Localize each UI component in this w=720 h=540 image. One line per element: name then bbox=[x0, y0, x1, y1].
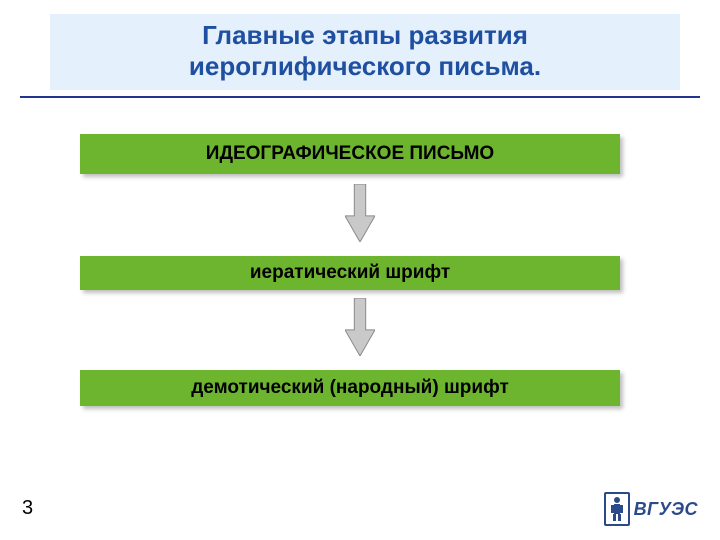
stage-label: ИДЕОГРАФИЧЕСКОЕ ПИСЬМО bbox=[206, 143, 494, 164]
flow-arrow-0 bbox=[345, 184, 375, 242]
page-number: 3 bbox=[22, 497, 33, 520]
logo-emblem bbox=[604, 492, 630, 526]
title-line-2: иероглифического письма. bbox=[60, 51, 670, 82]
stage-box-0: ИДЕОГРАФИЧЕСКОЕ ПИСЬМО bbox=[80, 134, 620, 174]
stage-box-1: иератический шрифт bbox=[80, 256, 620, 290]
title-band: Главные этапы развития иероглифического … bbox=[50, 14, 680, 90]
stage-label: иератический шрифт bbox=[250, 262, 450, 283]
logo-text: ВГУЭС bbox=[634, 499, 698, 520]
title-line-1: Главные этапы развития bbox=[60, 20, 670, 51]
stage-box-2: демотический (народный) шрифт bbox=[80, 370, 620, 406]
title-underline bbox=[20, 96, 700, 98]
logo-figure-icon bbox=[609, 496, 625, 522]
slide: Главные этапы развития иероглифического … bbox=[0, 0, 720, 540]
flow-arrow-1 bbox=[345, 298, 375, 356]
footer-logo: ВГУЭС bbox=[604, 492, 698, 526]
stage-label: демотический (народный) шрифт bbox=[191, 377, 509, 398]
